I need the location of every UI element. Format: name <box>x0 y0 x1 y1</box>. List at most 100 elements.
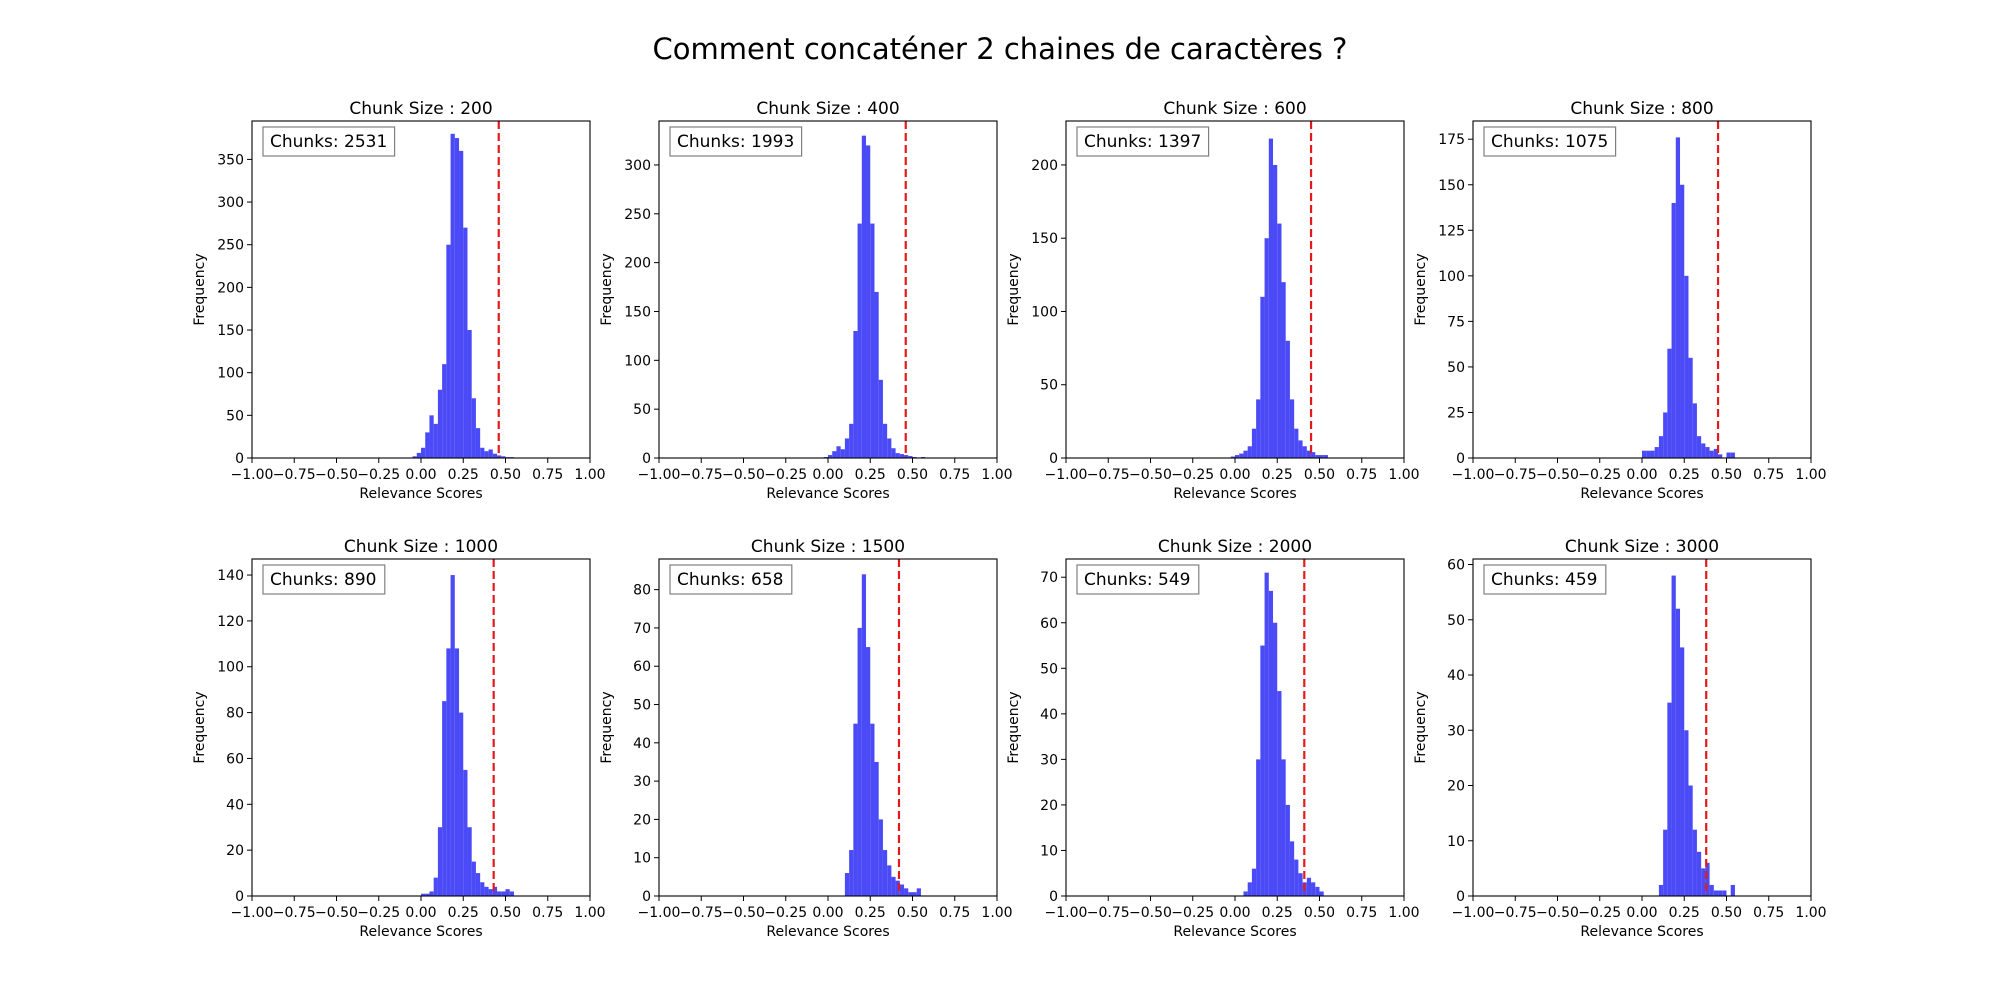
histogram-bar <box>1675 608 1681 896</box>
histogram-bar <box>1268 590 1274 896</box>
x-tick-label: −0.50 <box>315 467 358 483</box>
y-tick-label: 100 <box>217 366 244 382</box>
x-tick-label: 0.00 <box>812 467 843 483</box>
x-tick-label: −0.75 <box>1087 467 1130 483</box>
histogram-bar <box>1658 884 1664 896</box>
histogram-bar <box>1696 851 1702 896</box>
y-tick-label: 60 <box>1040 616 1058 632</box>
y-tick-label: 20 <box>226 843 244 859</box>
x-tick-label: 0.50 <box>1711 905 1742 921</box>
annotation-box <box>262 126 396 157</box>
histogram-bar <box>849 850 854 896</box>
histogram-bar <box>412 456 417 458</box>
histogram-bar <box>844 438 850 458</box>
x-tick-label: 0.25 <box>448 905 479 921</box>
histogram-bar <box>861 574 867 896</box>
histogram-bar <box>853 331 858 458</box>
annotation-box <box>1076 564 1200 595</box>
histogram-bar <box>1684 275 1689 458</box>
histogram-bar <box>1658 436 1664 458</box>
histogram-bar <box>1285 340 1290 458</box>
histogram-bar <box>475 428 481 458</box>
axes-frame <box>658 120 998 459</box>
histogram-bar <box>1243 450 1248 458</box>
x-tick-label: −0.25 <box>1578 467 1621 483</box>
histogram-bar <box>1256 399 1261 458</box>
y-tick-label: 25 <box>1447 405 1465 421</box>
y-axis-label: Frequency <box>1006 253 1022 325</box>
y-tick-label: 40 <box>226 797 244 813</box>
subplot-title: Chunk Size : 600 <box>1163 99 1306 119</box>
y-tick-label: 50 <box>633 402 651 418</box>
histogram-bar <box>912 892 917 896</box>
x-tick-label: −1.00 <box>638 467 681 483</box>
subplot-5: −1.00 −0.75 −0.50 −0.25 0.00 0.25 0.50 0.75 1.00… <box>192 537 606 940</box>
histogram-bar <box>1319 455 1324 458</box>
histogram-bar <box>416 452 421 458</box>
histogram-bar <box>484 451 489 458</box>
histogram-bar <box>882 423 888 458</box>
y-axis-label: Frequency <box>599 253 615 325</box>
axes-frame <box>1065 558 1405 897</box>
x-axis-label: Relevance Scores <box>766 924 889 940</box>
histogram-bar <box>1671 202 1676 458</box>
histogram-bar <box>1650 450 1655 458</box>
y-tick-label: 30 <box>1447 723 1465 739</box>
y-tick-label: 50 <box>1040 378 1058 394</box>
histogram-bar <box>1663 412 1668 458</box>
x-axis-label: Relevance Scores <box>1173 924 1296 940</box>
x-tick-label: 0.75 <box>532 467 563 483</box>
axes-frame <box>1472 558 1812 897</box>
x-tick-label: 0.50 <box>490 467 521 483</box>
y-tick-label: 10 <box>633 851 651 867</box>
x-tick-label: 0.75 <box>1346 467 1377 483</box>
histogram-bar <box>904 455 909 458</box>
subplot-title: Chunk Size : 800 <box>1570 99 1713 119</box>
y-tick-label: 350 <box>217 152 244 168</box>
x-tick-label: −1.00 <box>638 905 681 921</box>
histogram-bar <box>874 291 879 458</box>
histogram-bar <box>480 447 485 458</box>
y-axis-label: Frequency <box>1006 691 1022 763</box>
histogram-bar <box>1273 622 1278 896</box>
x-tick-label: 1.00 <box>981 467 1012 483</box>
y-tick-label: 50 <box>226 408 244 424</box>
y-tick-label: 140 <box>217 568 244 584</box>
y-tick-label: 100 <box>1438 269 1465 285</box>
annotation-text: Chunks: 459 <box>1491 570 1597 590</box>
histogram-bar <box>899 454 905 458</box>
y-tick-label: 125 <box>1438 223 1465 239</box>
x-tick-label: −0.75 <box>273 905 316 921</box>
histogram-bar <box>467 827 472 896</box>
histogram-bar <box>870 223 875 458</box>
histogram-bar <box>488 449 493 458</box>
histogram-bar <box>1243 891 1248 896</box>
histogram-bar <box>1709 884 1714 896</box>
x-tick-label: 0.50 <box>1304 905 1335 921</box>
histogram-bar <box>1688 785 1693 896</box>
y-tick-label: 0 <box>642 451 651 467</box>
y-tick-label: 30 <box>633 774 651 790</box>
y-tick-label: 200 <box>217 280 244 296</box>
histogram-bar <box>1718 890 1723 896</box>
histogram-bar <box>1323 455 1328 458</box>
histogram-bar <box>1701 868 1706 896</box>
histogram-bar <box>1726 452 1731 458</box>
x-tick-label: 0.75 <box>532 905 563 921</box>
y-tick-label: 0 <box>1049 889 1058 905</box>
x-tick-label: 0.25 <box>1262 905 1293 921</box>
annotation-text: Chunks: 890 <box>270 570 376 590</box>
x-tick-label: −0.75 <box>273 467 316 483</box>
histogram-bar <box>1311 882 1316 896</box>
histogram-bar <box>425 893 430 896</box>
annotation-text: Chunks: 1075 <box>1491 132 1608 152</box>
x-tick-label: −0.75 <box>1494 905 1537 921</box>
x-tick-label: 1.00 <box>1388 467 1419 483</box>
y-tick-label: 50 <box>1040 661 1058 677</box>
y-tick-label: 300 <box>217 195 244 211</box>
histogram-bar <box>1247 882 1252 896</box>
histogram-bar <box>421 893 426 896</box>
y-tick-label: 60 <box>633 659 651 675</box>
y-tick-label: 50 <box>1447 613 1465 629</box>
histogram-bar <box>1311 452 1316 458</box>
